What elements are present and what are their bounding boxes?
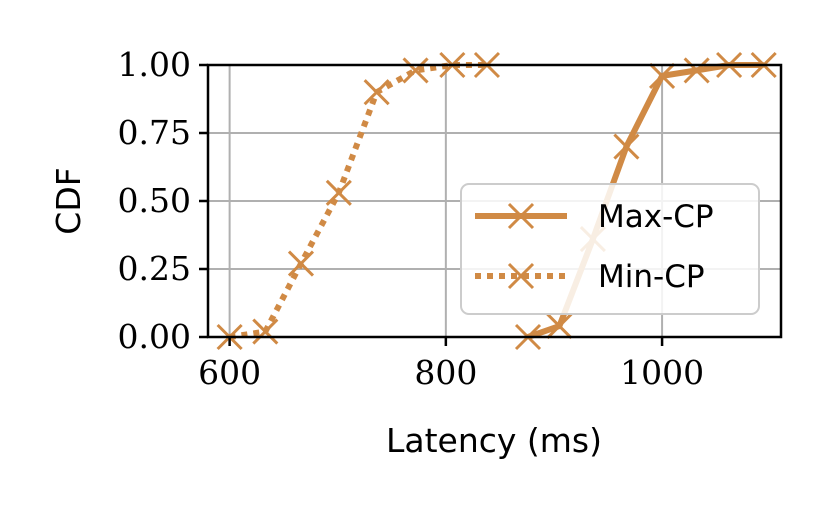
- x-tick-label: 600: [198, 353, 261, 392]
- y-tick-label: 0.00: [118, 317, 191, 356]
- data-point: [252, 318, 279, 345]
- legend-marker: [507, 202, 535, 230]
- y-tick-label: 1.00: [118, 45, 191, 84]
- y-tick-label: 0.75: [118, 113, 191, 152]
- y-axis-title: CDF: [49, 167, 88, 234]
- data-point: [683, 57, 710, 84]
- x-tick-label: 1000: [620, 353, 704, 392]
- legend-entry-max-cp: Max-CP: [475, 199, 714, 235]
- x-tick-label: 800: [414, 353, 477, 392]
- data-point: [546, 313, 573, 340]
- data-point: [613, 133, 640, 160]
- data-point: [649, 62, 676, 89]
- legend-entry-min-cp: Min-CP: [475, 259, 705, 295]
- ticks: 600 800 1000 0.00 0.25 0.50 0.75 1.00: [118, 45, 705, 392]
- legend-label: Max-CP: [598, 199, 714, 235]
- data-point: [402, 57, 429, 84]
- data-point: [363, 79, 390, 106]
- data-point: [325, 179, 352, 206]
- y-tick-label: 0.50: [118, 181, 191, 220]
- legend-label: Min-CP: [598, 259, 705, 295]
- legend-marker: [507, 262, 535, 290]
- x-axis-title: Latency (ms): [386, 421, 602, 460]
- data-point: [287, 250, 315, 277]
- legend: Max-CP Min-CP: [460, 183, 760, 315]
- y-tick-label: 0.25: [118, 249, 191, 288]
